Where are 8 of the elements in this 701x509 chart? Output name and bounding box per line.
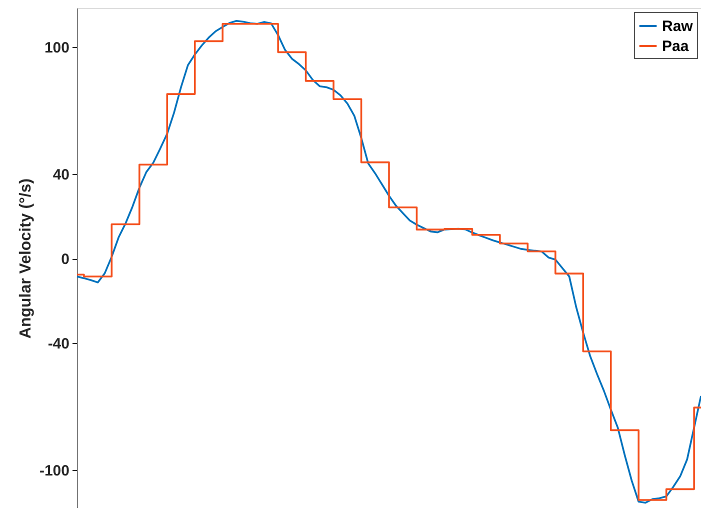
y-tick-label: 40 bbox=[52, 166, 70, 184]
y-tick-label: 100 bbox=[44, 40, 70, 57]
y-tick-label: 0 bbox=[61, 251, 70, 268]
legend-label: Raw bbox=[662, 18, 694, 35]
y-tick-label: -40 bbox=[48, 336, 70, 353]
y-tick-label: -100 bbox=[39, 462, 70, 480]
legend-label: Paa bbox=[662, 38, 690, 55]
y-axis-title: Angular Velocity (°/s) bbox=[17, 178, 34, 339]
